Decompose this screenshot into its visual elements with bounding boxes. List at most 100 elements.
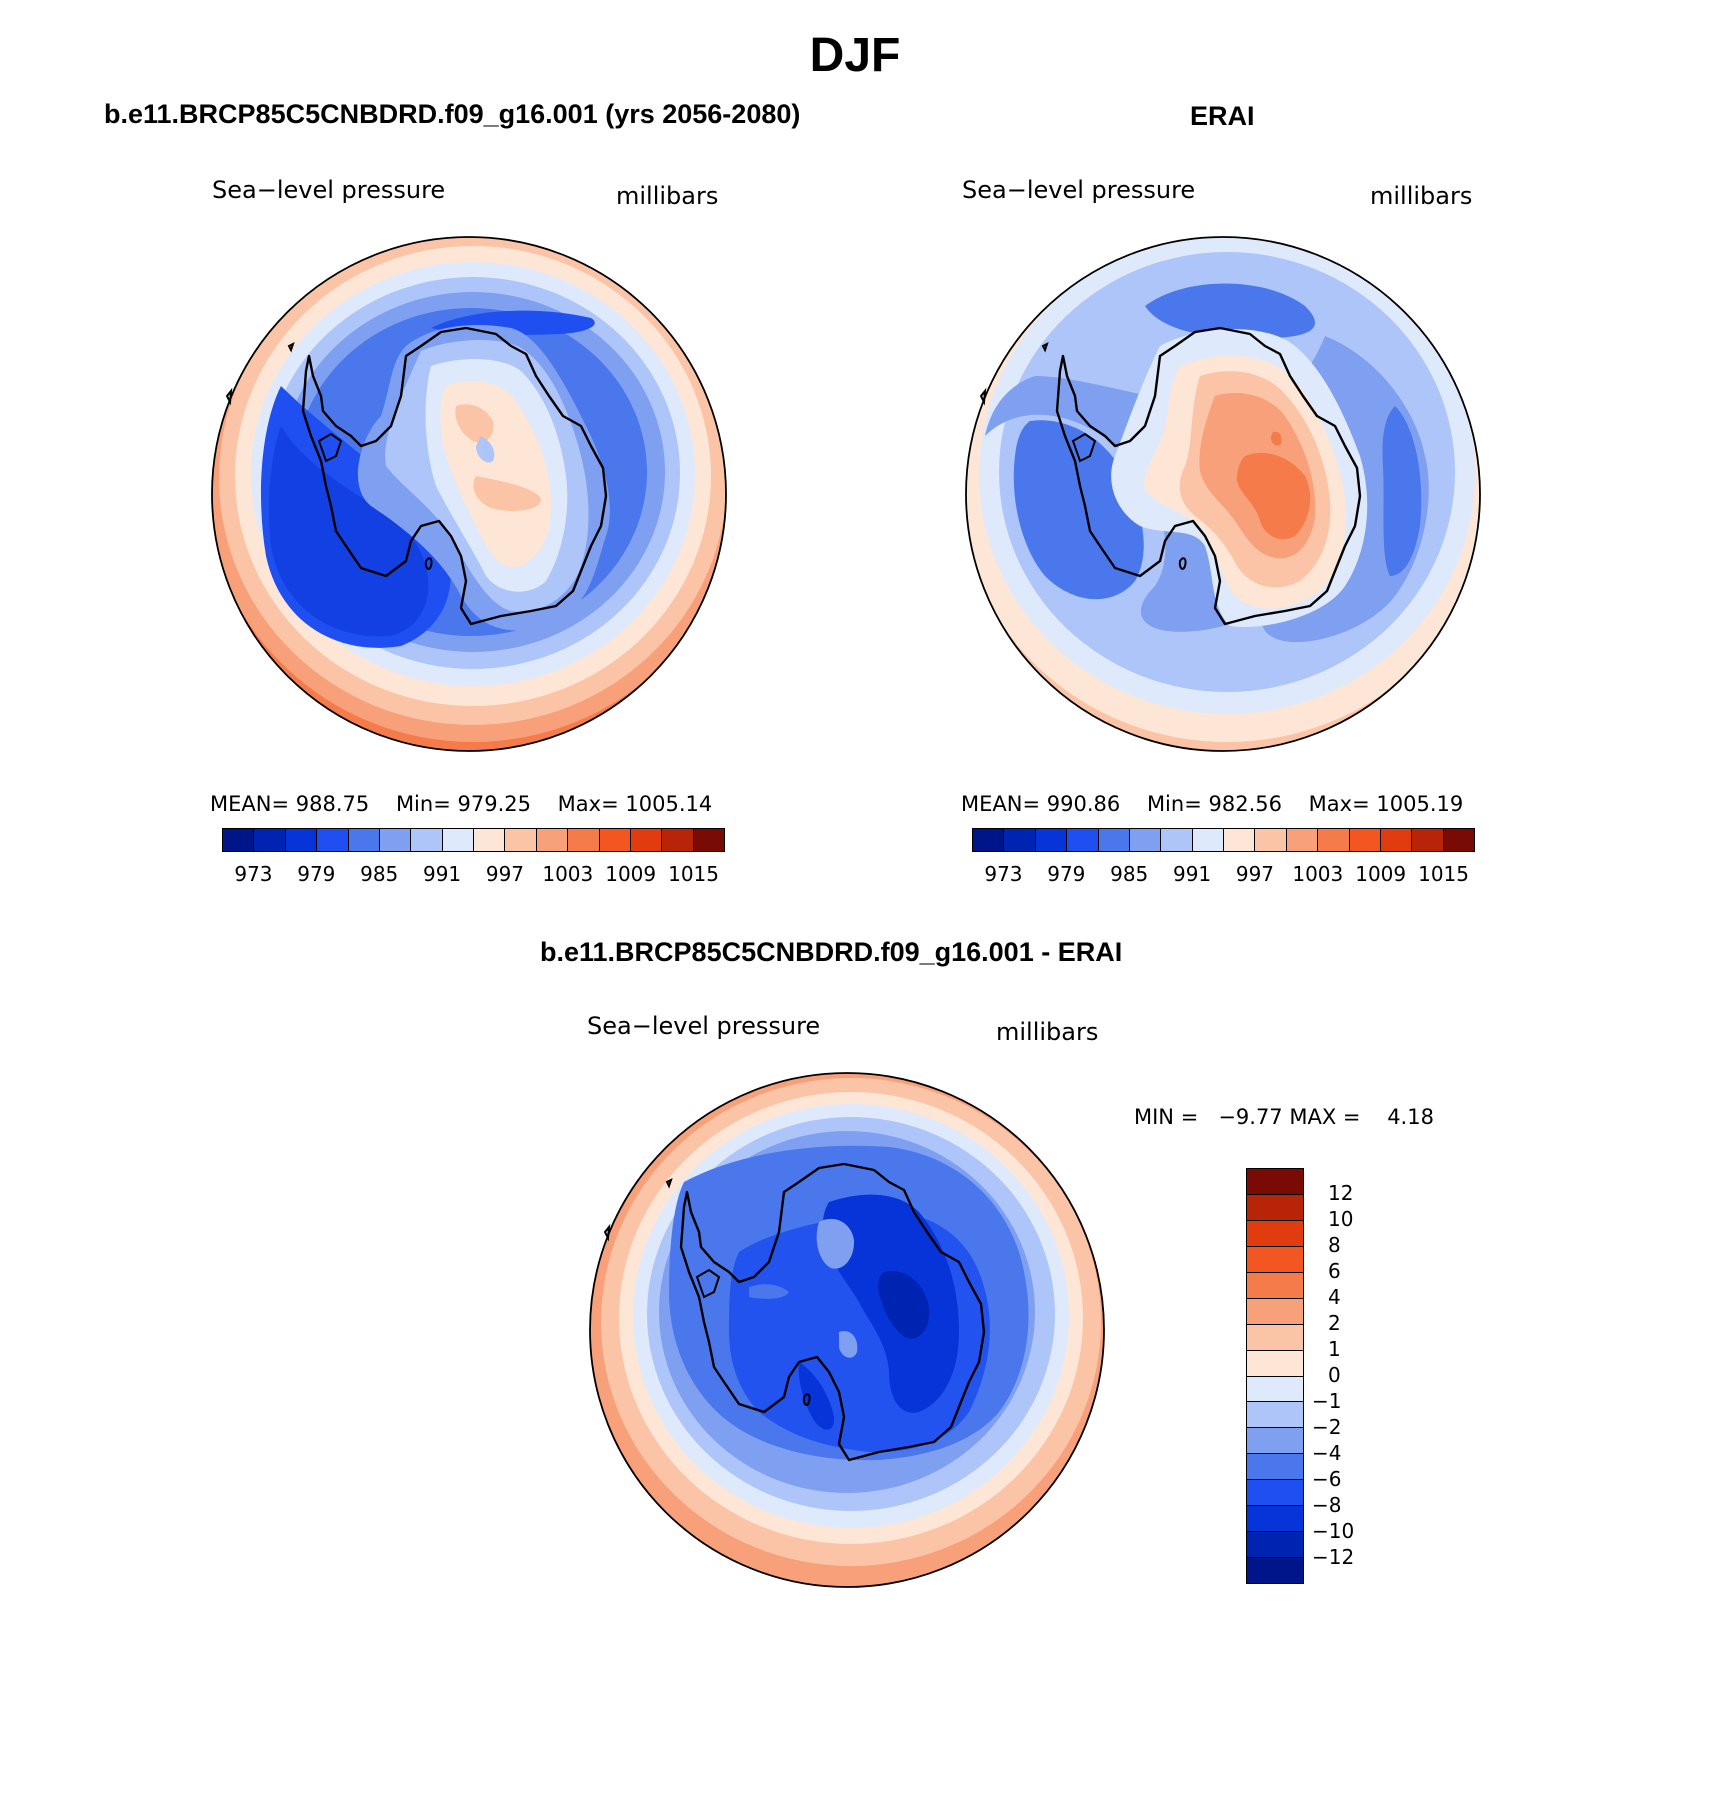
obs-min-value: 982.56 — [1208, 792, 1282, 816]
colorbar-tick-label: 979 — [297, 862, 336, 886]
model-polar-map — [211, 236, 727, 752]
model-mean-value: 988.75 — [295, 792, 370, 816]
colorbar-swatch — [1443, 829, 1474, 851]
colorbar-tick-label: 2 — [1328, 1311, 1341, 1335]
colorbar-swatch — [1161, 829, 1193, 851]
diff-variable-label: Sea−level pressure — [587, 1012, 821, 1040]
colorbar-swatch — [536, 829, 569, 851]
colorbar-swatch — [1224, 829, 1256, 851]
colorbar-swatch — [1255, 829, 1287, 851]
obs-colorbar — [972, 828, 1475, 852]
colorbar-tick-label: 1003 — [542, 862, 594, 886]
colorbar-swatch — [1192, 829, 1224, 851]
colorbar-tick-label: 1009 — [1355, 862, 1407, 886]
colorbar-tick-label: 12 — [1328, 1181, 1354, 1205]
model-panel-title: b.e11.BRCP85C5CNBDRD.f09_g16.001 (yrs 20… — [104, 99, 801, 129]
obs-panel-title: ERAI — [1190, 101, 1255, 131]
colorbar-swatch — [285, 829, 318, 851]
colorbar-tick-label: 985 — [1110, 862, 1149, 886]
colorbar-swatch — [1247, 1454, 1303, 1481]
colorbar-swatch — [1247, 1272, 1303, 1299]
colorbar-swatch — [1247, 1558, 1303, 1583]
colorbar-tick-label: 985 — [360, 862, 399, 886]
obs-mean-label: MEAN= — [961, 792, 1041, 816]
colorbar-swatch — [1247, 1350, 1303, 1377]
colorbar-swatch — [1247, 1480, 1303, 1507]
colorbar-tick-label: −10 — [1312, 1519, 1355, 1543]
colorbar-tick-label: 991 — [1172, 862, 1212, 886]
colorbar-swatch — [1247, 1246, 1303, 1273]
figure-title: DJF — [809, 29, 901, 82]
colorbar-swatch — [1035, 829, 1068, 851]
colorbar-swatch — [442, 829, 474, 851]
model-variable-label: Sea−level pressure — [212, 176, 446, 204]
colorbar-swatch — [411, 829, 443, 851]
model-stats: MEAN= 988.75 Min= 979.25 Max= 1005.14 — [210, 792, 712, 816]
colorbar-tick-label: 979 — [1047, 862, 1086, 886]
colorbar-tick-label: 1009 — [605, 862, 657, 886]
diff-colorbar — [1246, 1168, 1304, 1584]
model-colorbar — [222, 828, 725, 852]
colorbar-tick-label: −2 — [1312, 1415, 1342, 1439]
model-min-label: Min= — [395, 792, 451, 816]
colorbar-swatch — [1349, 829, 1381, 851]
colorbar-tick-label: −12 — [1312, 1545, 1355, 1569]
colorbar-tick-label: 997 — [485, 862, 525, 886]
colorbar-swatch — [973, 829, 1005, 851]
colorbar-swatch — [1098, 829, 1130, 851]
obs-min-label: Min= — [1146, 792, 1202, 816]
obs-colorbar-ticks: 973 979 985 991 997 1003 1009 1015 — [972, 862, 1475, 888]
colorbar-swatch — [1247, 1402, 1303, 1429]
colorbar-swatch — [1247, 1428, 1303, 1455]
colorbar-swatch — [379, 829, 412, 851]
colorbar-tick-label: 1003 — [1292, 862, 1344, 886]
model-units-label: millibars — [616, 182, 719, 210]
colorbar-tick-label: −1 — [1312, 1389, 1342, 1413]
colorbar-tick-label: 1015 — [668, 862, 720, 886]
colorbar-tick-label: 8 — [1328, 1233, 1341, 1257]
colorbar-swatch — [1318, 829, 1350, 851]
colorbar-swatch — [1247, 1324, 1303, 1351]
colorbar-swatch — [693, 829, 724, 851]
obs-mean-value: 990.86 — [1046, 792, 1121, 816]
obs-units-label: millibars — [1370, 182, 1473, 210]
colorbar-swatch — [1412, 829, 1444, 851]
colorbar-tick-label: 997 — [1235, 862, 1275, 886]
colorbar-swatch — [1247, 1169, 1303, 1195]
colorbar-swatch — [223, 829, 255, 851]
colorbar-swatch — [348, 829, 380, 851]
colorbar-swatch — [505, 829, 537, 851]
colorbar-swatch — [1380, 829, 1413, 851]
obs-max-value: 1005.19 — [1376, 792, 1464, 816]
colorbar-swatch — [1286, 829, 1319, 851]
diff-minmax-text: MIN = −9.77 MAX = 4.18 — [1134, 1105, 1434, 1129]
colorbar-tick-label: 991 — [422, 862, 462, 886]
colorbar-tick-label: 973 — [984, 862, 1023, 886]
colorbar-swatch — [630, 829, 663, 851]
colorbar-tick-label: −4 — [1312, 1441, 1342, 1465]
colorbar-swatch — [568, 829, 600, 851]
colorbar-tick-label: 10 — [1328, 1207, 1354, 1231]
model-max-value: 1005.14 — [625, 792, 713, 816]
colorbar-swatch — [317, 829, 349, 851]
model-min-value: 979.25 — [457, 792, 531, 816]
diff-colorbar-ticks: 12 10 8 6 4 2 1 0 −1 −2 −4 −6 −8 −10 −12 — [1312, 1168, 1402, 1584]
colorbar-swatch — [1247, 1220, 1303, 1247]
model-mean-label: MEAN= — [210, 792, 290, 816]
colorbar-swatch — [1129, 829, 1162, 851]
obs-polar-map — [965, 236, 1481, 752]
colorbar-tick-label: 1 — [1328, 1337, 1341, 1361]
colorbar-swatch — [1004, 829, 1036, 851]
diff-panel-title: b.e11.BRCP85C5CNBDRD.f09_g16.001 - ERAI — [540, 937, 1123, 967]
obs-stats: MEAN= 990.86 Min= 982.56 Max= 1005.19 — [961, 792, 1463, 816]
colorbar-tick-label: 6 — [1328, 1259, 1341, 1283]
colorbar-tick-label: −8 — [1312, 1493, 1342, 1517]
colorbar-swatch — [1247, 1376, 1303, 1403]
colorbar-swatch — [1067, 829, 1099, 851]
diff-polar-map — [589, 1072, 1105, 1588]
colorbar-tick-label: 1015 — [1418, 862, 1470, 886]
colorbar-tick-label: 4 — [1328, 1285, 1341, 1309]
colorbar-swatch — [474, 829, 506, 851]
colorbar-tick-label: 0 — [1328, 1363, 1341, 1387]
colorbar-swatch — [254, 829, 286, 851]
